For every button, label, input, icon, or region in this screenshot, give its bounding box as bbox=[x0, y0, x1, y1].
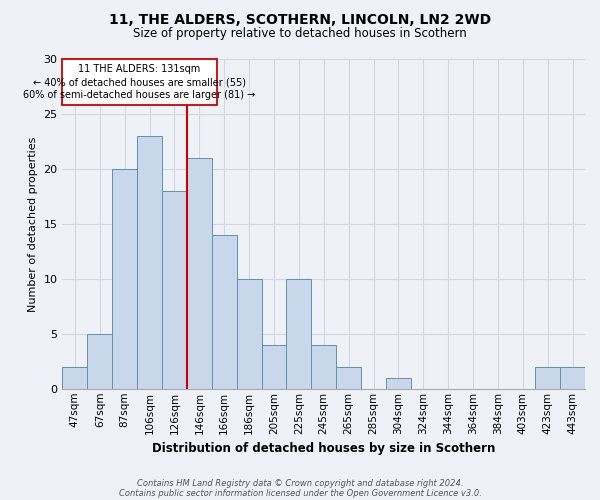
Bar bbox=[162, 191, 187, 389]
Text: 11 THE ALDERS: 131sqm
← 40% of detached houses are smaller (55)
60% of semi-deta: 11 THE ALDERS: 131sqm ← 40% of detached … bbox=[23, 64, 256, 100]
Bar bbox=[311, 345, 336, 389]
Bar bbox=[88, 334, 112, 389]
Bar bbox=[286, 279, 311, 389]
FancyBboxPatch shape bbox=[62, 59, 217, 105]
Bar bbox=[336, 367, 361, 389]
Y-axis label: Number of detached properties: Number of detached properties bbox=[28, 136, 38, 312]
Bar bbox=[535, 367, 560, 389]
Bar bbox=[187, 158, 212, 389]
Bar bbox=[236, 279, 262, 389]
Bar bbox=[112, 169, 137, 389]
Bar bbox=[386, 378, 411, 389]
Bar bbox=[212, 235, 236, 389]
Text: 11, THE ALDERS, SCOTHERN, LINCOLN, LN2 2WD: 11, THE ALDERS, SCOTHERN, LINCOLN, LN2 2… bbox=[109, 12, 491, 26]
Bar bbox=[560, 367, 585, 389]
Text: Size of property relative to detached houses in Scothern: Size of property relative to detached ho… bbox=[133, 28, 467, 40]
Bar bbox=[62, 367, 88, 389]
Text: Contains public sector information licensed under the Open Government Licence v3: Contains public sector information licen… bbox=[119, 488, 481, 498]
Bar bbox=[137, 136, 162, 389]
Bar bbox=[262, 345, 286, 389]
X-axis label: Distribution of detached houses by size in Scothern: Distribution of detached houses by size … bbox=[152, 442, 496, 455]
Text: Contains HM Land Registry data © Crown copyright and database right 2024.: Contains HM Land Registry data © Crown c… bbox=[137, 478, 463, 488]
